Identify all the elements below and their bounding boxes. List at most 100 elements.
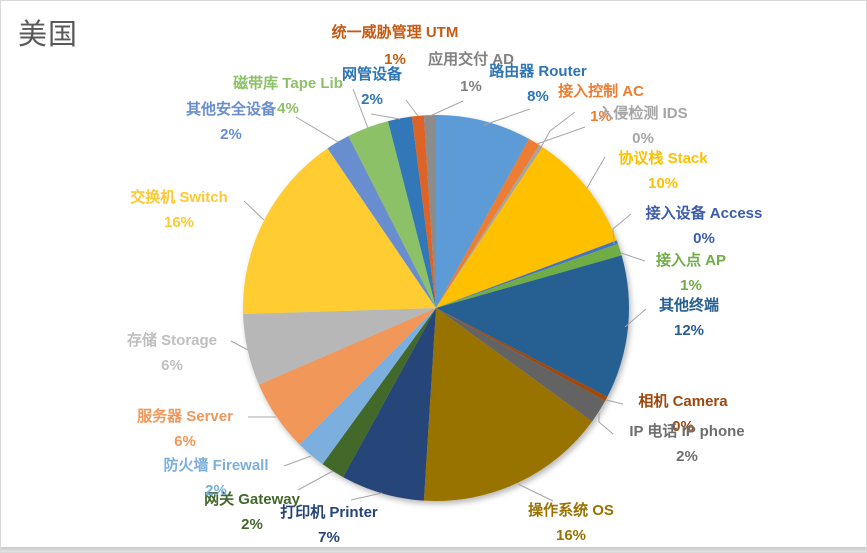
pie-slice-1 xyxy=(436,138,540,308)
pie-slice-14 xyxy=(243,308,436,385)
pie-slice-6 xyxy=(436,255,629,397)
label-pct: 16% xyxy=(163,214,195,231)
pie-label-os: 操作系统 OS 16% xyxy=(528,498,614,548)
label-pct: 12% xyxy=(673,322,705,339)
leader-line-stack xyxy=(586,156,606,189)
leader-line-access xyxy=(612,213,632,245)
label-pct: 8% xyxy=(527,88,549,105)
label-text: 存储 Storage xyxy=(126,332,218,349)
window-edge xyxy=(1,547,866,552)
pie-label-ad: 应用交付 AD 1% xyxy=(428,46,514,100)
pie-slice-12 xyxy=(299,308,436,465)
label-text: 入侵检测 IDS xyxy=(598,105,688,122)
pie-label-router: 路由器 Router 8% xyxy=(489,59,587,109)
leader-line-printer xyxy=(350,492,383,501)
label-pct: 1% xyxy=(680,277,702,294)
label-pct: 0% xyxy=(693,230,715,247)
pie-slice-11 xyxy=(322,308,436,478)
label-pct: 2% xyxy=(241,516,263,533)
pie-label-server: 服务器 Server 6% xyxy=(137,404,233,454)
pie-label-ids: 入侵检测 IDS 0% xyxy=(598,101,687,151)
label-text: 其他安全设备 xyxy=(185,101,277,118)
label-pct: 2% xyxy=(220,126,242,143)
pie-slice-0 xyxy=(436,115,529,308)
leader-line-tape-lib xyxy=(352,88,369,129)
leader-line-camera xyxy=(605,399,624,405)
pie-label-tape-lib: 磁带库 Tape Lib 4% xyxy=(233,71,343,121)
leader-line-ad xyxy=(429,100,464,117)
label-text: IP 电话 IP phone xyxy=(629,423,745,440)
pie-slices xyxy=(243,115,629,502)
pie-label-printer: 打印机 Printer 7% xyxy=(280,500,378,550)
pie-label-ap: 接入点 AP 1% xyxy=(656,248,726,298)
label-pct: 1% xyxy=(460,78,482,95)
label-pct: 16% xyxy=(555,527,587,544)
label-pct: 2% xyxy=(676,448,698,465)
pie-slice-18 xyxy=(388,116,436,308)
pie-label-other-security: 其他安全设备 2% xyxy=(186,97,276,147)
pie-slice-10 xyxy=(343,308,436,501)
pie-label-netmgmt: 网管设备 2% xyxy=(342,62,402,112)
pie-slice-19 xyxy=(411,115,436,308)
label-text: 应用交付 AD xyxy=(428,51,514,68)
pie-slice-5 xyxy=(436,243,622,308)
label-pct: 1% xyxy=(384,51,406,68)
leader-lines xyxy=(230,88,647,502)
leader-line-os xyxy=(517,483,554,502)
leader-line-ids xyxy=(540,111,576,148)
label-pct: 6% xyxy=(161,357,183,374)
leader-line-other-terminals xyxy=(624,308,647,328)
label-text: 接入控制 AC xyxy=(558,83,644,100)
pie-slice-8 xyxy=(436,308,606,422)
pie-label-firewall: 防火墙 Firewall 2% xyxy=(163,453,268,503)
leader-line-netmgmt xyxy=(370,113,401,120)
label-text: 服务器 Server xyxy=(137,408,233,425)
label-text: 网关 Gateway xyxy=(204,491,300,508)
label-text: 路由器 Router xyxy=(489,63,587,80)
label-pct: 10% xyxy=(647,175,679,192)
label-text: 其他终端 xyxy=(658,297,720,314)
label-text: 防火墙 Firewall xyxy=(163,457,269,474)
pie-label-camera: 相机 Camera 0% xyxy=(638,389,727,439)
leader-line-router xyxy=(483,108,531,126)
label-text: 磁带库 Tape Lib xyxy=(233,75,343,92)
label-text: 操作系统 OS xyxy=(528,502,614,519)
leader-line-ac xyxy=(536,126,586,145)
pie-label-access: 接入设备 Access 0% xyxy=(646,201,763,251)
pie-label-utm: 统一威胁管理 UTM 1% xyxy=(315,19,475,73)
leader-line-storage xyxy=(230,340,249,351)
label-pct: 0% xyxy=(672,418,694,435)
label-pct: 1% xyxy=(590,108,612,125)
label-text: 接入点 AP xyxy=(655,252,727,269)
pie-label-switch: 交换机 Switch 16% xyxy=(130,185,228,235)
label-pct: 0% xyxy=(632,130,654,147)
label-text: 协议栈 Stack xyxy=(618,150,708,167)
label-text: 网管设备 xyxy=(341,66,403,83)
pie-label-storage: 存储 Storage 6% xyxy=(127,328,217,378)
pie-label-ac: 接入控制 AC 1% xyxy=(558,79,644,129)
pie-label-ip-phone: IP 电话 IP phone 2% xyxy=(629,419,744,469)
pie-slice-9 xyxy=(423,308,593,502)
pie-slice-13 xyxy=(258,308,436,445)
pie-label-other-terminals: 其他终端 12% xyxy=(659,293,719,343)
chart-title: 美国 xyxy=(18,19,79,51)
pie-slice-7 xyxy=(436,308,608,401)
label-pct: 4% xyxy=(277,100,299,117)
leader-line-ip-phone xyxy=(598,413,614,435)
pie-slice-4 xyxy=(436,240,618,308)
label-pct: 2% xyxy=(205,482,227,499)
label-text: 打印机 Printer xyxy=(280,504,378,521)
pie-label-gateway: 网关 Gateway 2% xyxy=(204,487,300,537)
label-pct: 7% xyxy=(318,529,340,546)
pie-slice-17 xyxy=(348,121,436,309)
leader-line-gateway xyxy=(297,470,334,491)
pie-slice-3 xyxy=(436,147,617,308)
leader-line-other-security xyxy=(295,116,339,143)
leader-line-utm xyxy=(405,99,419,117)
label-text: 相机 Camera xyxy=(638,393,728,410)
pie-slice-2 xyxy=(436,145,543,308)
pie-slice-15 xyxy=(243,148,436,315)
label-pct: 6% xyxy=(174,433,196,450)
label-text: 统一威胁管理 UTM xyxy=(331,24,459,41)
